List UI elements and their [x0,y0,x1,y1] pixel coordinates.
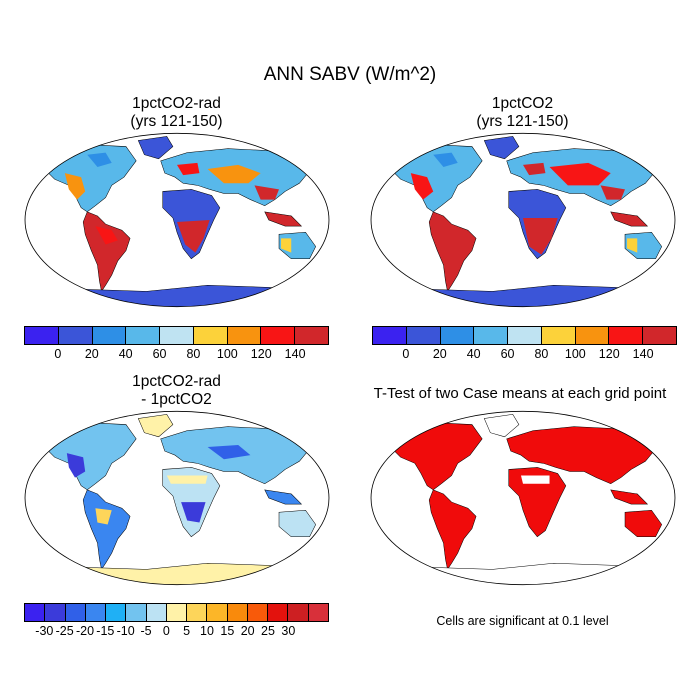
colorbar-swatch [474,327,509,344]
map-panel-diff [24,410,330,586]
colorbar-swatch [160,327,194,344]
panel-title-diff: 1pctCO2-rad - 1pctCO2 [132,373,221,408]
figure-title: ANN SABV (W/m^2) [263,64,437,85]
panel-title-rad: 1pctCO2-rad (yrs 121-150) [130,95,223,130]
colorbar-tick-label: 80 [534,347,549,361]
colorbar-swatch [227,327,262,344]
colorbar-swatch [58,327,93,344]
colorbar-swatch [65,604,86,621]
colorbar-tick-label: 40 [118,347,133,361]
colorbar-swatch [227,604,248,621]
colorbar-tick-label: 20 [432,347,447,361]
colorbar-tick-label: -15 [96,624,115,638]
colorbar-swatch [25,604,46,621]
colorbar-tick-label: 5 [183,624,191,638]
colorbar-tick-label: -20 [75,624,95,638]
colorbar-swatch [92,327,127,344]
colorbar-tick-label: 40 [466,347,481,361]
colorbar-abs-right-labels: 0 20 40 60 80 100 120 140 [372,347,677,363]
colorbar-tick-label: 0 [54,347,62,361]
colorbar-tick-label: 120 [598,347,620,361]
colorbar-swatch [85,604,107,621]
colorbar-swatch [308,604,328,621]
panel-title-ttest: T-Test of two Case means at each grid po… [373,385,667,402]
colorbar-swatch [261,327,296,344]
colorbar-swatch [207,604,228,621]
colorbar-tick-label: 0 [402,347,410,361]
colorbar-tick-label: -30 [35,624,54,638]
map-panel-rad [24,132,330,308]
panel-title-ctl: 1pctCO2 (yrs 121-150) [476,95,569,130]
significance-note: Cells are significant at 0.1 level [436,614,609,628]
colorbar-swatch [193,327,228,344]
colorbar-abs-left-labels: 0 20 40 60 80 100 120 140 [24,347,329,363]
colorbar-abs-right [372,326,677,345]
colorbar-tick-label: 20 [240,624,255,638]
colorbar-swatch [288,604,309,621]
colorbar-tick-label: -10 [116,624,135,638]
colorbar-tick-label: 100 [564,347,586,361]
colorbar-swatch [609,327,644,344]
colorbar-tick-label: 120 [250,347,272,361]
colorbar-swatch [126,604,147,621]
map-panel-ttest [370,410,676,586]
colorbar-swatch [25,327,59,344]
colorbar-swatch [247,604,269,621]
colorbar-swatch [106,604,127,621]
colorbar-tick-label: 140 [632,347,654,361]
colorbar-tick-label: 15 [220,624,235,638]
colorbar-tick-label: 60 [152,347,167,361]
colorbar-tick-label: -5 [140,624,152,638]
colorbar-swatch [406,327,441,344]
colorbar-swatch [166,604,188,621]
colorbar-tick-label: 20 [84,347,99,361]
colorbar-tick-label: 30 [281,624,296,638]
colorbar-tick-label: 140 [284,347,306,361]
colorbar-diff [24,603,329,622]
colorbar-swatch [146,604,167,621]
colorbar-tick-label: 10 [200,624,214,638]
colorbar-tick-label: -25 [55,624,74,638]
colorbar-tick-label: 0 [162,624,170,638]
colorbar-tick-label: 100 [216,347,238,361]
colorbar-swatch [440,327,475,344]
colorbar-swatch [45,604,66,621]
colorbar-swatch [508,327,542,344]
colorbar-swatch [187,604,208,621]
colorbar-swatch [643,327,677,344]
colorbar-abs-left [24,326,329,345]
colorbar-swatch [373,327,407,344]
colorbar-swatch [295,327,329,344]
colorbar-tick-label: 25 [261,624,275,638]
colorbar-diff-labels: -30 -25 -20 -15 -10 -5 0 5 10 15 20 25 30 [24,624,329,640]
map-panel-ctl [370,132,676,308]
colorbar-swatch [126,327,161,344]
colorbar-tick-label: 60 [500,347,515,361]
colorbar-tick-label: 80 [186,347,201,361]
colorbar-swatch [268,604,289,621]
colorbar-swatch [575,327,610,344]
colorbar-swatch [541,327,576,344]
